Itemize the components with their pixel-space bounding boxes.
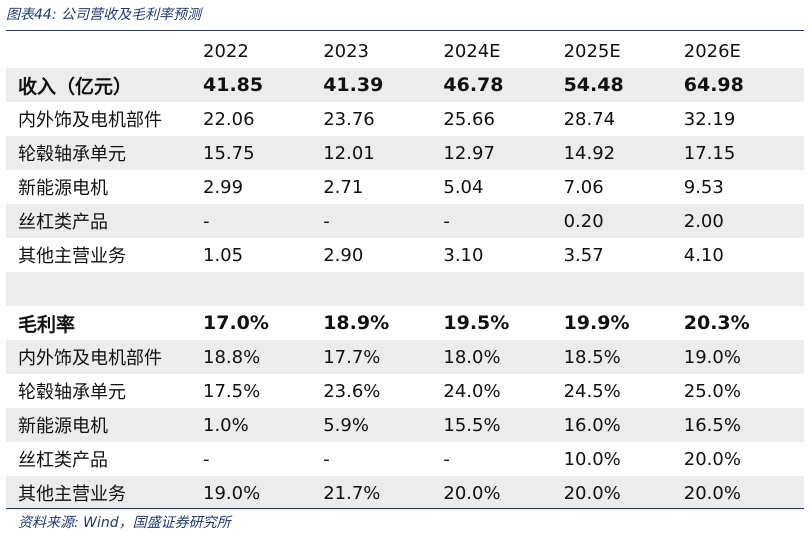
table-cell: 16.0% xyxy=(563,408,684,442)
table-row: 轮毂轴承单元 17.5% 23.6% 24.0% 24.5% 25.0% xyxy=(6,374,804,408)
table-row: 丝杠类产品 - - - 10.0% 20.0% xyxy=(6,442,804,476)
year-header: 2025E xyxy=(563,40,621,62)
table-cell: 2.71 xyxy=(323,176,364,198)
top-rule xyxy=(6,30,804,31)
table-cell: 20.0% xyxy=(683,476,804,510)
row-label: 内外饰及电机部件 xyxy=(18,110,162,131)
table-cell: 20.0% xyxy=(683,448,741,470)
row-label: 毛利率 xyxy=(18,313,76,336)
table-cell: 19.0% xyxy=(683,340,804,374)
row-label: 其他主营业务 xyxy=(18,246,126,267)
table-cell: 23.6% xyxy=(323,380,381,402)
revenue-total-cell: 54.48 xyxy=(563,68,684,102)
table-cell: 12.97 xyxy=(443,136,564,170)
table-row: 内外饰及电机部件 22.06 23.76 25.66 28.74 32.19 xyxy=(6,102,804,136)
table-cell: 10.0% xyxy=(563,448,621,470)
gross-margin-total-cell: 18.9% xyxy=(323,312,390,334)
table-cell: 2.99 xyxy=(203,176,244,198)
table-cell: 21.7% xyxy=(323,476,444,510)
table-cell: 22.06 xyxy=(203,108,255,130)
table-cell: 24.0% xyxy=(443,380,501,402)
table-cell: 1.0% xyxy=(203,408,324,442)
spacer-row xyxy=(6,272,804,306)
row-label: 内外饰及电机部件 xyxy=(6,340,203,374)
table-cell: 1.05 xyxy=(203,244,244,266)
table-cell: 25.0% xyxy=(683,380,741,402)
year-header: 2022 xyxy=(203,40,249,62)
table-cell: 18.8% xyxy=(203,340,324,374)
row-label: 丝杠类产品 xyxy=(6,204,203,238)
forecast-table: 2022 2023 2024E 2025E 2026E 收入（亿元） 41.85… xyxy=(6,34,804,510)
table-cell: - xyxy=(323,204,444,238)
table-row: 内外饰及电机部件 18.8% 17.7% 18.0% 18.5% 19.0% xyxy=(6,340,804,374)
figure-caption: 图表44: 公司营收及毛利率预测 xyxy=(6,7,201,23)
table-cell: 23.76 xyxy=(323,108,375,130)
revenue-total-cell: 41.85 xyxy=(203,68,324,102)
table-cell: 18.0% xyxy=(443,340,564,374)
row-label: 轮毂轴承单元 xyxy=(6,136,203,170)
table-cell: 3.10 xyxy=(443,244,484,266)
table-cell: - xyxy=(443,204,564,238)
table-cell: 15.75 xyxy=(203,136,324,170)
bottom-rule xyxy=(6,508,804,509)
table-row: 丝杠类产品 - - - 0.20 2.00 xyxy=(6,204,804,238)
row-label: 其他主营业务 xyxy=(6,476,203,510)
table-cell: - xyxy=(323,448,330,470)
table-cell: 5.04 xyxy=(443,176,484,198)
gross-margin-total-row: 毛利率 17.0% 18.9% 19.5% 19.9% 20.3% xyxy=(6,306,804,340)
table-cell: - xyxy=(203,204,324,238)
table-cell: 25.66 xyxy=(443,108,495,130)
revenue-total-cell: 64.98 xyxy=(683,68,804,102)
table-cell: 15.5% xyxy=(443,408,564,442)
table-cell: 20.0% xyxy=(443,476,564,510)
header-row: 2022 2023 2024E 2025E 2026E xyxy=(6,34,804,68)
table-cell: 5.9% xyxy=(323,408,444,442)
table-cell: - xyxy=(443,448,450,470)
table-cell: 3.57 xyxy=(563,244,604,266)
revenue-total-cell: 46.78 xyxy=(443,68,564,102)
row-label: 新能源电机 xyxy=(6,408,203,442)
row-label: 收入（亿元） xyxy=(6,68,203,102)
row-label: 轮毂轴承单元 xyxy=(18,382,126,403)
table-cell: 9.53 xyxy=(683,176,724,198)
table-cell: 24.5% xyxy=(563,380,621,402)
table-row: 其他主营业务 19.0% 21.7% 20.0% 20.0% 20.0% xyxy=(6,476,804,510)
table-row: 其他主营业务 1.05 2.90 3.10 3.57 4.10 xyxy=(6,238,804,272)
revenue-total-cell: 41.39 xyxy=(323,68,444,102)
table-cell: 2.00 xyxy=(683,204,804,238)
table-cell: 28.74 xyxy=(563,108,616,130)
row-label: 新能源电机 xyxy=(18,178,108,199)
year-header: 2023 xyxy=(323,40,369,62)
table-row: 新能源电机 2.99 2.71 5.04 7.06 9.53 xyxy=(6,170,804,204)
table-cell: 17.7% xyxy=(323,340,444,374)
table-cell: 7.06 xyxy=(563,176,604,198)
table-cell: 20.0% xyxy=(563,476,684,510)
table-cell: 32.19 xyxy=(683,108,736,130)
table-cell: 16.5% xyxy=(683,408,804,442)
table-cell: 4.10 xyxy=(683,244,724,266)
gross-margin-total-cell: 19.9% xyxy=(563,312,630,334)
table-cell: 2.90 xyxy=(323,244,364,266)
header-label-cell xyxy=(6,34,203,68)
table-cell: 18.5% xyxy=(563,340,684,374)
table-cell: - xyxy=(203,448,210,470)
year-header: 2024E xyxy=(443,40,501,62)
source-note: 资料来源: Wind，国盛证券研究所 xyxy=(18,515,231,531)
row-label: 丝杠类产品 xyxy=(18,450,108,471)
table-cell: 19.0% xyxy=(203,476,324,510)
table-cell: 14.92 xyxy=(563,136,684,170)
table-row: 轮毂轴承单元 15.75 12.01 12.97 14.92 17.15 xyxy=(6,136,804,170)
year-header: 2026E xyxy=(683,40,741,62)
table-cell: 17.5% xyxy=(203,380,261,402)
gross-margin-total-cell: 19.5% xyxy=(443,312,510,334)
table-row: 新能源电机 1.0% 5.9% 15.5% 16.0% 16.5% xyxy=(6,408,804,442)
revenue-total-row: 收入（亿元） 41.85 41.39 46.78 54.48 64.98 xyxy=(6,68,804,102)
gross-margin-total-cell: 17.0% xyxy=(203,312,269,334)
table-cell: 0.20 xyxy=(563,204,684,238)
table-cell: 17.15 xyxy=(683,136,804,170)
table-cell: 12.01 xyxy=(323,136,444,170)
gross-margin-total-cell: 20.3% xyxy=(683,312,750,334)
